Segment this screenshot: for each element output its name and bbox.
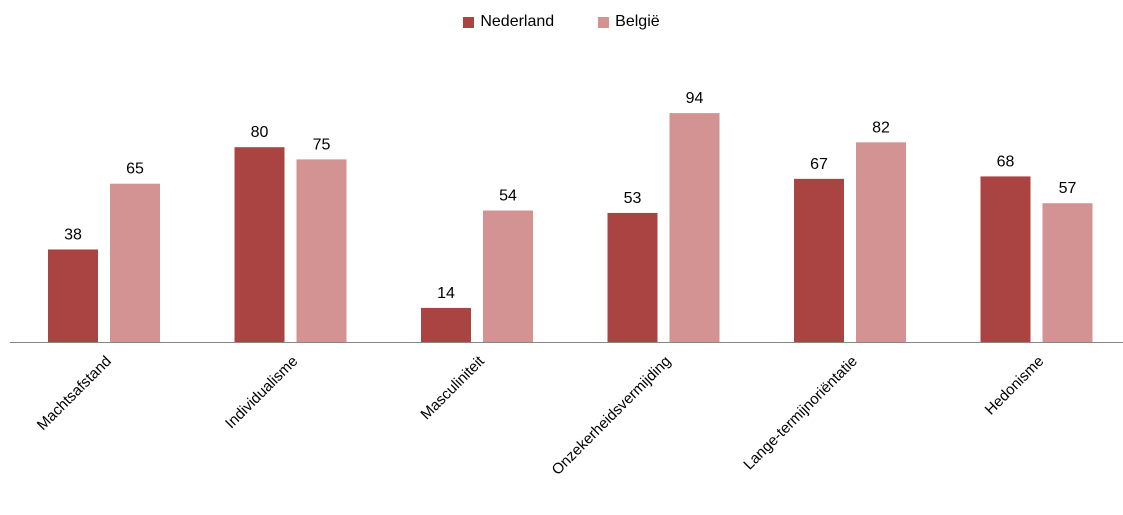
bar-nederland-3 [607, 212, 658, 342]
chart-legend: Nederland België [0, 8, 1123, 36]
data-label-belgie-3: 94 [686, 90, 704, 107]
data-label-nederland-5: 68 [997, 153, 1015, 170]
bar-belgie-4 [856, 142, 906, 342]
category-label-0: Machtsafstand [34, 353, 115, 434]
data-label-belgie-0: 65 [126, 161, 144, 178]
category-label-3: Onzekerheidsvermijding [549, 353, 675, 479]
data-label-belgie-1: 75 [313, 136, 331, 153]
bar-nederland-1 [234, 147, 285, 342]
data-label-nederland-2: 14 [437, 285, 455, 302]
bar-belgie-2 [483, 210, 533, 342]
bar-nederland-5 [980, 176, 1031, 342]
bar-belgie-3 [669, 113, 720, 342]
legend-item-belgie: België [598, 13, 660, 31]
data-label-nederland-0: 38 [64, 226, 82, 243]
bar-belgie-0 [110, 183, 160, 342]
legend-item-nederland: Nederland [463, 13, 554, 31]
legend-swatch-belgie [598, 16, 610, 28]
category-label-2: Masculiniteit [417, 352, 488, 423]
bar-nederland-4 [794, 178, 844, 342]
category-label-4: Lange-termijnoriëntatie [740, 353, 861, 474]
data-label-belgie-5: 57 [1059, 180, 1077, 197]
legend-swatch-nederland [463, 16, 475, 28]
legend-label-nederland: Nederland [480, 13, 555, 30]
bar-belgie-1 [296, 159, 347, 342]
legend-label-belgie: België [615, 13, 660, 30]
data-label-nederland-1: 80 [251, 124, 269, 141]
data-label-belgie-2: 54 [499, 188, 517, 205]
data-label-nederland-3: 53 [624, 190, 642, 207]
bar-nederland-0 [48, 249, 98, 342]
category-label-1: Individualisme [222, 353, 301, 432]
category-label-5: Hedonisme [982, 353, 1048, 419]
data-label-belgie-4: 82 [872, 119, 890, 136]
bar-nederland-2 [421, 307, 471, 342]
bar-belgie-5 [1042, 203, 1093, 342]
data-label-nederland-4: 67 [810, 156, 828, 173]
